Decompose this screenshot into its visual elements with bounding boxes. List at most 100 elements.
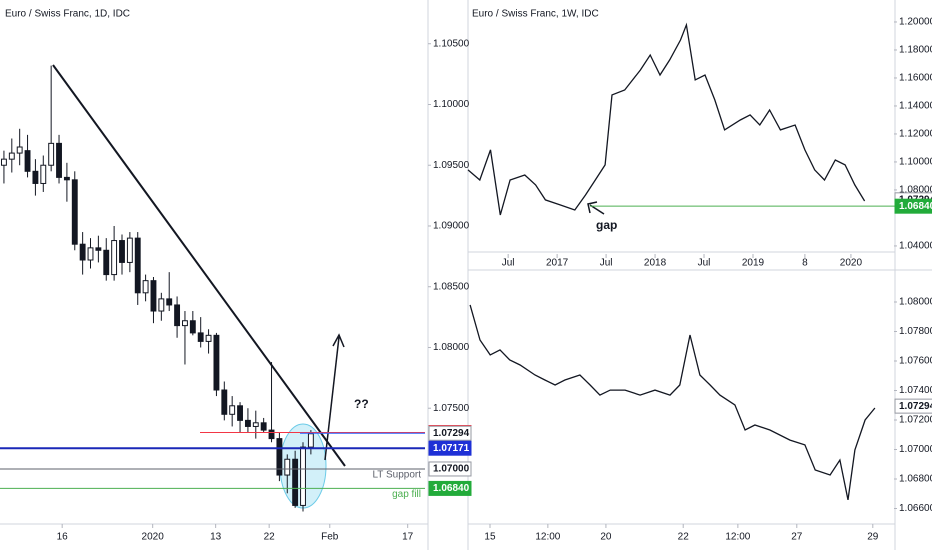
- y-tick-label: 1.10000: [433, 99, 470, 110]
- y-tick-label: 1.07800: [899, 326, 932, 337]
- x-tick-label: 2020: [142, 532, 165, 543]
- x-tick-label: 20: [600, 532, 612, 543]
- chart-title: Euro / Swiss Franc, 1D, IDC: [5, 9, 130, 20]
- candle-body: [71, 179, 78, 245]
- candle-body: [126, 237, 133, 263]
- candle-body: [205, 334, 212, 342]
- y-tick-label: 1.07500: [433, 403, 470, 414]
- candle-body: [237, 405, 243, 421]
- candle-body: [252, 422, 259, 427]
- x-tick-label: 29: [867, 532, 879, 543]
- y-tick-label: 1.10500: [433, 38, 470, 49]
- y-tick-label: 1.07200: [899, 415, 932, 426]
- x-tick-label: 15: [484, 532, 496, 543]
- candle-body: [260, 422, 267, 431]
- candle-body: [95, 247, 102, 251]
- x-tick-label: 27: [791, 532, 803, 543]
- candle-body: [8, 152, 15, 160]
- level-annotation: gap fill: [392, 489, 421, 500]
- x-tick-label: 12:00: [725, 532, 750, 543]
- x-tick-label: Jul: [502, 258, 515, 269]
- y-tick-label: 1.07000: [899, 444, 932, 455]
- candle-body: [166, 298, 173, 306]
- price-line: [467, 22, 866, 216]
- candle-body: [284, 458, 291, 476]
- y-tick-label: 1.08000: [899, 185, 932, 196]
- y-tick-label: 1.08500: [433, 281, 470, 292]
- candle-body: [244, 419, 251, 427]
- y-tick-label: 1.04000: [899, 241, 932, 252]
- candle-body: [87, 247, 94, 261]
- y-tick-label: 1.12000: [899, 129, 932, 140]
- y-tick-label: 1.20000: [899, 17, 932, 28]
- price-label-box: [428, 440, 472, 456]
- annotation: ??: [354, 397, 369, 411]
- y-tick-label: 1.08000: [899, 297, 932, 308]
- price-label-box: [428, 425, 472, 441]
- y-tick-label: 1.09000: [433, 221, 470, 232]
- arrow: [324, 336, 340, 461]
- candle-body: [182, 320, 188, 327]
- trend-line: [52, 64, 346, 467]
- y-tick-label: 1.06600: [899, 503, 932, 514]
- x-tick-label: 22: [678, 532, 690, 543]
- price-label: 1.07294: [433, 428, 470, 439]
- x-tick-label: 16: [57, 532, 69, 543]
- annotation: gap: [596, 218, 617, 232]
- price-label-box: [894, 198, 932, 214]
- x-tick-label: 2020: [840, 258, 863, 269]
- candle-body: [103, 249, 110, 276]
- candle-body: [174, 304, 181, 327]
- x-tick-label: 2018: [644, 258, 667, 269]
- arrow-head: [332, 333, 345, 348]
- candle-body: [197, 332, 204, 342]
- candle-body: [268, 429, 275, 440]
- candle-body: [189, 320, 196, 334]
- candle-body: [0, 158, 7, 166]
- price-label-box: [894, 398, 932, 414]
- candle-body: [221, 389, 228, 415]
- price-label: 1.06840: [899, 201, 932, 212]
- candle-body: [111, 240, 118, 276]
- y-tick-label: 1.06800: [899, 474, 932, 485]
- price-label-box: [428, 480, 472, 496]
- y-tick-label: 1.09500: [433, 160, 470, 171]
- candle-body: [56, 142, 62, 178]
- price-label: 1.06840: [433, 483, 470, 494]
- arrow-head: [587, 201, 598, 214]
- x-tick-label: 13: [210, 532, 222, 543]
- candle-body: [292, 458, 299, 506]
- candle-body: [24, 150, 31, 172]
- price-label: 1.07000: [433, 464, 470, 475]
- price-label: 1.07294: [899, 401, 932, 412]
- candle-body: [40, 164, 47, 184]
- candle-body: [32, 170, 39, 184]
- x-tick-label: Jul: [600, 258, 613, 269]
- x-tick-label: 8: [802, 258, 808, 269]
- y-tick-label: 1.16000: [899, 73, 932, 84]
- candle-body: [158, 298, 165, 312]
- x-tick-label: 12:00: [535, 532, 560, 543]
- y-tick-label: 1.07400: [899, 385, 932, 396]
- price-label-box: [428, 461, 472, 477]
- candle-body: [307, 433, 314, 448]
- candle-body: [142, 280, 149, 294]
- candle-body: [48, 142, 55, 166]
- candle-body: [119, 240, 125, 263]
- y-tick-label: 1.07600: [899, 356, 932, 367]
- price-label: 1.07171: [433, 443, 470, 454]
- candle-body: [213, 334, 220, 391]
- y-tick-label: 1.08000: [433, 342, 470, 353]
- x-tick-label: 2017: [546, 258, 569, 269]
- y-tick-label: 1.14000: [899, 101, 932, 112]
- x-tick-label: Jul: [698, 258, 711, 269]
- candle-body: [16, 146, 23, 154]
- chart-title: Euro / Swiss Franc, 1W, IDC: [472, 9, 599, 20]
- candle-body: [229, 405, 236, 415]
- level-annotation: LT Support: [372, 470, 421, 481]
- price-line: [469, 304, 876, 501]
- candle-body: [79, 243, 86, 261]
- candle-body: [150, 280, 157, 312]
